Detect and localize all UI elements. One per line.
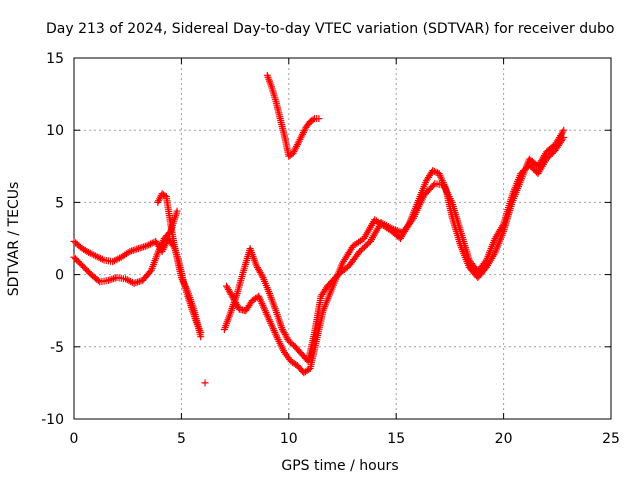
data-point-track-a (98, 255, 106, 263)
y-tick-label: 10 (46, 123, 64, 139)
y-tick-label: 0 (55, 268, 64, 284)
x-tick-label: 0 (70, 431, 79, 447)
data-point-track-a (85, 248, 93, 256)
data-marks (70, 71, 568, 387)
grid (74, 58, 611, 419)
data-point-track-f (309, 116, 317, 124)
y-tick-label: -5 (50, 340, 64, 356)
data-point-track-f (296, 135, 304, 143)
data-point-track-f (315, 115, 323, 123)
axis-ticks: 0 5 10 15 20 25 -10 -5 0 5 10 15 (41, 51, 620, 447)
x-tick-label: 10 (280, 431, 298, 447)
data-point-track-f (291, 146, 299, 154)
data-point-track-a (86, 249, 94, 257)
data-point-track-a (91, 252, 99, 260)
data-point-track-e (408, 216, 416, 224)
data-point-track-d (560, 126, 568, 134)
data-point-track-b (127, 278, 135, 286)
x-tick-label: 20 (495, 431, 513, 447)
x-tick-label: 5 (177, 431, 186, 447)
data-point-track-f (290, 148, 298, 156)
data-point-track-e (560, 133, 568, 141)
data-point-track-a (110, 257, 118, 265)
data-point-track-b (173, 207, 181, 215)
data-point-track-a (88, 250, 96, 258)
data-point-track-a (114, 255, 122, 263)
data-point-track-f (299, 129, 307, 137)
y-tick-label: -10 (41, 412, 64, 428)
data-point-track-e (430, 181, 438, 189)
data-point-track-a (90, 251, 98, 259)
x-tick-label: 25 (602, 431, 620, 447)
data-point-track-c (155, 195, 163, 203)
data-point-track-a (109, 258, 117, 266)
data-point-track-d (429, 167, 437, 175)
data-point-track-f (298, 132, 306, 140)
data-point-track-f (293, 142, 301, 150)
chart-title: Day 213 of 2024, Sidereal Day-to-day VTE… (46, 21, 614, 37)
data-point-track-c (155, 197, 163, 205)
data-point-track-a (83, 247, 91, 255)
data-point-track-g (201, 379, 209, 387)
y-tick-label: 15 (46, 51, 64, 67)
y-tick-label: 5 (55, 195, 64, 211)
y-axis-label: SDTVAR / TECUs (6, 182, 22, 297)
data-point-track-b (123, 276, 131, 284)
x-axis-label: GPS time / hours (281, 458, 398, 474)
data-point-track-f (295, 137, 303, 145)
data-point-track-f (292, 144, 300, 152)
data-point-track-f (299, 130, 307, 138)
data-point-track-f (297, 134, 305, 142)
data-point-track-a (97, 254, 105, 262)
data-point-track-a (146, 240, 154, 248)
data-point-track-f (293, 141, 301, 149)
x-tick-label: 15 (387, 431, 405, 447)
data-point-track-a (93, 253, 101, 261)
plot-frame (73, 57, 612, 420)
data-point-track-d (432, 168, 440, 176)
data-point-track-f (289, 149, 297, 157)
data-point-track-e (258, 272, 266, 280)
data-point-track-a (145, 241, 153, 249)
data-point-track-e (481, 258, 489, 266)
data-point-track-e (559, 135, 567, 143)
data-point-track-f (300, 127, 308, 135)
data-point-track-a (143, 242, 151, 250)
data-point-track-c (197, 328, 205, 336)
data-point-track-f (294, 139, 302, 147)
data-point-track-b (122, 275, 130, 283)
data-point-track-d (430, 167, 438, 175)
data-point-track-a (124, 249, 132, 257)
data-point-track-a (112, 256, 120, 264)
data-point-track-c (154, 198, 162, 206)
data-point-track-a (95, 254, 103, 262)
data-point-track-b (125, 277, 133, 285)
